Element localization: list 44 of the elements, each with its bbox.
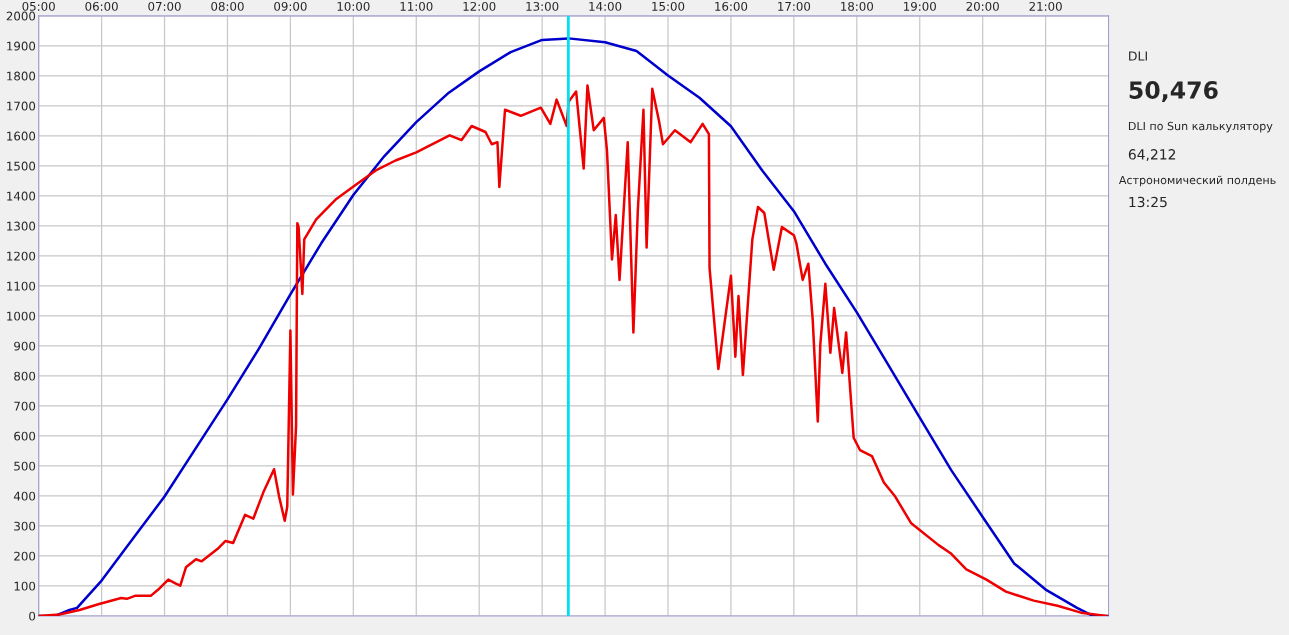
x-tick-label: 11:00 [400, 1, 433, 11]
text: 13:25 [1129, 196, 1167, 208]
x-tick-label: 09:00 [274, 1, 307, 11]
y-tick-label: 1800 [7, 71, 36, 81]
x-tick-label: 08:00 [211, 1, 244, 11]
y-tick-label: 1200 [7, 251, 36, 261]
x-tick-label: 21:00 [1029, 1, 1062, 11]
y-tick-label: 900 [14, 341, 36, 351]
y-tick-label: 100 [14, 581, 36, 591]
x-tick-label: 19:00 [904, 1, 936, 11]
y-tick-label: 500 [14, 461, 36, 471]
y-tick-label: 400 [13, 491, 36, 501]
y-tick-label: 1500 [7, 161, 36, 171]
y-tick-label: 1300 [7, 221, 36, 231]
y-tick-label: 0 [29, 611, 36, 621]
x-tick-label: 12:00 [463, 1, 496, 11]
y-tick-label: 1000 [7, 311, 36, 321]
x-tick-label: 07:00 [148, 1, 181, 11]
x-tick-label: 06:00 [85, 1, 118, 11]
y-tick-label: 1400 [7, 191, 36, 201]
x-tick-label: 16:00 [715, 1, 748, 11]
y-tick-label: 2000 [6, 11, 36, 21]
y-tick-label: 1700 [7, 101, 36, 111]
x-tick-label: 05:00 [22, 1, 55, 11]
x-tick-label: 18:00 [841, 1, 874, 11]
y-tick-label: 700 [14, 401, 36, 411]
y-tick-label: 1900 [7, 41, 36, 51]
x-tick-label: 14:00 [589, 1, 622, 11]
text: 50,476 [1129, 81, 1218, 102]
x-tick-label: 15:00 [652, 1, 685, 11]
y-tick-label: 200 [14, 551, 36, 561]
x-tick-label: 13:00 [526, 1, 559, 11]
y-tick-label: 1100 [7, 281, 36, 291]
y-tick-label: 300 [14, 521, 36, 531]
y-tick-label: 600 [14, 431, 36, 441]
y-tick-label: 1600 [7, 131, 36, 141]
text: DLI по Sun калькулятору [1128, 121, 1273, 133]
text: DLI [1129, 51, 1147, 61]
x-tick-label: 20:00 [966, 1, 999, 11]
y-tick-label: 800 [14, 371, 36, 381]
text: 64,212 [1128, 149, 1176, 162]
x-tick-label: 10:00 [337, 1, 370, 11]
text: Астрономический полдень [1118, 175, 1276, 187]
x-tick-label: 17:00 [778, 1, 811, 11]
